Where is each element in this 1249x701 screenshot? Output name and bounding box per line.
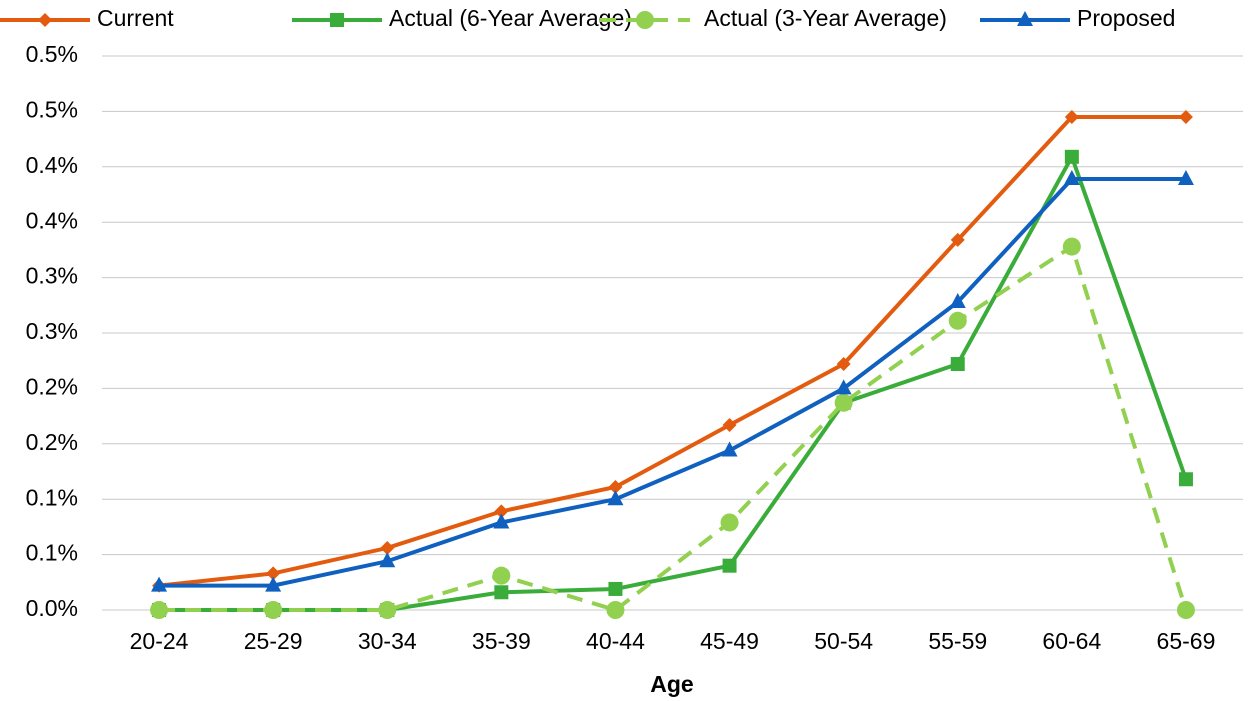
y-tick-label: 0.4% (26, 207, 78, 233)
series-marker (1064, 109, 1079, 124)
series-marker (494, 504, 509, 519)
legend-label: Actual (6-Year Average) (389, 5, 632, 31)
y-tick-label: 0.0% (26, 595, 78, 621)
series-marker (492, 566, 511, 585)
x-tick-label: 30-34 (358, 628, 417, 654)
legend-marker (38, 13, 52, 27)
y-tick-label: 0.1% (26, 484, 78, 510)
series-marker (834, 393, 853, 412)
y-tick-label: 0.4% (26, 152, 78, 178)
series-marker (380, 540, 395, 555)
x-tick-label: 55-59 (928, 628, 987, 654)
x-tick-label: 20-24 (130, 628, 189, 654)
x-tick-label: 25-29 (244, 628, 303, 654)
series-marker (265, 576, 282, 592)
y-tick-label: 0.2% (26, 429, 78, 455)
series-marker (720, 513, 739, 532)
series-marker (266, 566, 281, 581)
series-line (159, 176, 1186, 588)
series-marker (493, 513, 510, 529)
series-marker (1063, 169, 1080, 185)
series-marker (836, 357, 851, 372)
series-marker (722, 417, 737, 432)
series-marker (1178, 109, 1193, 124)
series-marker (835, 379, 852, 395)
series-marker (150, 601, 169, 619)
legend-label: Current (97, 5, 174, 31)
y-tick-label: 0.3% (26, 263, 78, 289)
series-line (158, 114, 1186, 588)
legend-marker (1017, 11, 1033, 26)
series-line (159, 243, 1188, 613)
y-tick-label: 0.1% (26, 540, 78, 566)
legend-label: Actual (3-Year Average) (704, 5, 947, 31)
series-marker (950, 357, 965, 372)
series-marker (607, 490, 624, 506)
series-marker (1062, 237, 1081, 256)
series-marker (1176, 601, 1195, 619)
series-marker (721, 441, 738, 457)
series-marker (608, 480, 623, 495)
series-marker (1177, 169, 1194, 185)
x-tick-label: 45-49 (700, 628, 759, 654)
x-tick-label: 60-64 (1042, 628, 1101, 654)
legend-marker (330, 13, 344, 27)
series-marker (378, 601, 397, 619)
y-tick-label: 0.5% (26, 96, 78, 122)
y-tick-label: 0.2% (26, 373, 78, 399)
series-marker (151, 576, 168, 592)
series-marker (379, 552, 396, 568)
x-tick-label: 50-54 (814, 628, 873, 654)
y-tick-label: 0.3% (26, 318, 78, 344)
series-marker (949, 292, 966, 308)
x-tick-label: 35-39 (472, 628, 531, 654)
y-tick-label: 0.5% (26, 41, 78, 67)
series-marker (606, 601, 625, 619)
x-tick-label: 40-44 (586, 628, 645, 654)
series-marker (264, 601, 283, 619)
series-marker (948, 311, 967, 330)
series-marker (722, 558, 737, 573)
series-marker (1178, 472, 1193, 487)
series-marker (494, 585, 509, 600)
x-tick-label: 65-69 (1157, 628, 1216, 654)
legend-marker (636, 11, 654, 29)
legend-label: Proposed (1077, 5, 1175, 31)
series-marker (608, 581, 623, 596)
series-marker (1064, 149, 1079, 164)
x-axis-title: Age (650, 671, 693, 697)
series-marker (950, 232, 965, 247)
